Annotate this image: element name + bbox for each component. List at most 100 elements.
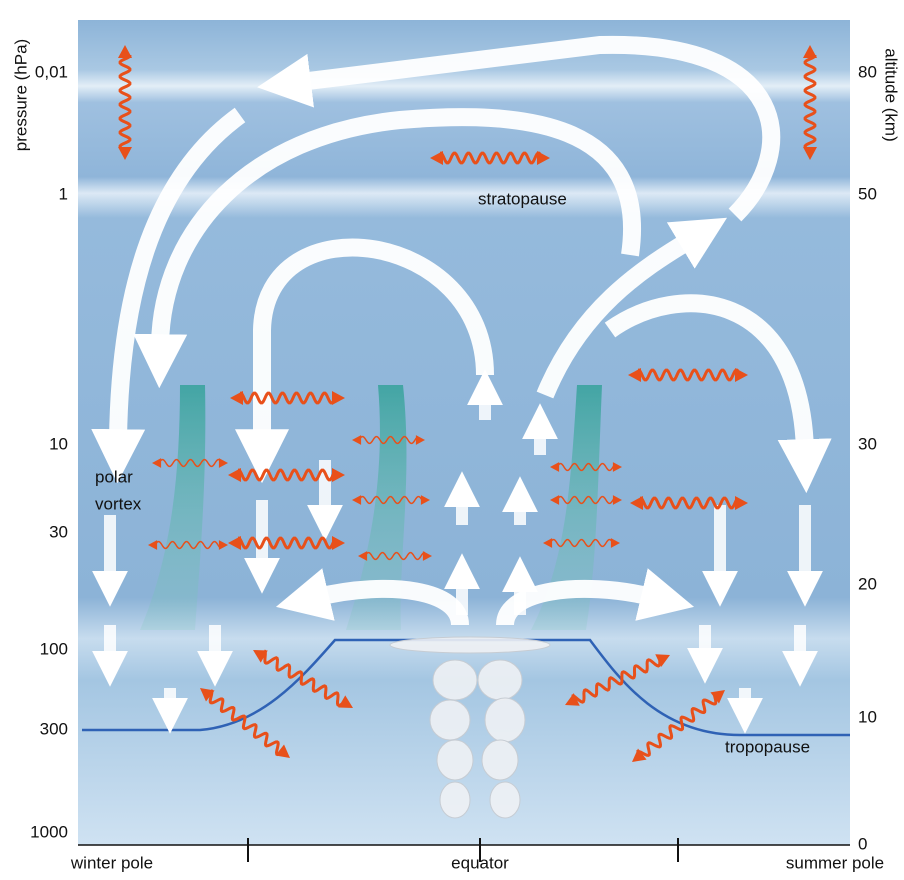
bottom-label: summer pole — [786, 853, 884, 872]
wave-arrow — [208, 689, 282, 757]
tropopause-label: tropopause — [725, 737, 810, 756]
left-tick-label: 100 — [40, 639, 68, 658]
wave-arrow-head — [218, 540, 228, 550]
wave-arrow — [439, 151, 542, 165]
wave-arrow-head — [415, 435, 425, 445]
right-tick-label: 80 — [858, 62, 877, 81]
wave-arrow-head — [420, 495, 430, 505]
cloud — [389, 636, 551, 654]
right-tick-label: 10 — [858, 707, 877, 726]
wave-band — [346, 385, 407, 630]
cloud — [477, 659, 523, 701]
wave-arrow-head — [253, 650, 268, 663]
left-tick-label: 1 — [59, 184, 68, 203]
wave-arrow — [556, 495, 616, 505]
wave-arrow — [263, 649, 345, 707]
wave-arrow-head — [612, 495, 622, 505]
cloud — [481, 739, 519, 781]
circulation-arrow — [235, 238, 494, 484]
wave-arrow-head — [118, 147, 132, 160]
left-tick-label: 1000 — [30, 822, 68, 841]
wave-arrow-head — [537, 151, 550, 165]
wave-arrow-head — [803, 147, 817, 160]
polar-vortex-label: polar — [95, 467, 133, 486]
wave-arrow — [556, 462, 616, 472]
right-tick-label: 50 — [858, 184, 877, 203]
wave-arrow — [239, 391, 337, 405]
circulation-arrow — [536, 217, 728, 399]
stratopause-label: stratopause — [478, 189, 567, 208]
wave-arrow-head — [632, 748, 647, 762]
wave-arrow — [571, 657, 662, 704]
wave-band — [140, 385, 206, 630]
circulation-arrow — [257, 35, 781, 222]
left-tick-label: 300 — [40, 719, 68, 738]
circulation-arrow — [496, 568, 695, 627]
wave-arrow-head — [200, 688, 215, 702]
wave-arrow-head — [543, 538, 553, 548]
wave-arrow-head — [118, 45, 132, 58]
wave-arrow — [636, 693, 718, 757]
cloud — [439, 781, 471, 819]
wave-arrow-head — [612, 462, 622, 472]
wave-arrow — [364, 551, 425, 561]
cloud — [429, 699, 471, 741]
wave-arrow-head — [332, 391, 345, 405]
left-tick-label: 10 — [49, 434, 68, 453]
circulation-arrow — [133, 108, 641, 389]
wave-arrow-head — [230, 391, 243, 405]
wave-arrow-head — [352, 435, 362, 445]
wave-arrow-head — [655, 654, 670, 667]
cloud — [484, 697, 526, 743]
right-tick-label: 20 — [858, 574, 877, 593]
wave-arrow-head — [565, 693, 580, 706]
right-axis-title: altitude (km) — [882, 48, 901, 142]
wave-arrow — [154, 540, 222, 550]
wave-arrow-head — [550, 495, 560, 505]
left-tick-label: 0,01 — [35, 62, 68, 81]
cloud — [432, 659, 478, 701]
wave-arrow — [118, 54, 132, 152]
wave-arrow-head — [218, 458, 228, 468]
wave-arrow — [158, 458, 222, 468]
circulation-arrow — [604, 294, 832, 494]
wave-arrow — [549, 538, 614, 548]
left-tick-label: 30 — [49, 522, 68, 541]
wave-arrow-head — [228, 468, 241, 482]
right-tick-label: 0 — [858, 834, 867, 853]
wave-arrow-head — [332, 468, 345, 482]
wave-arrow-head — [735, 368, 748, 382]
wave-arrow — [803, 54, 817, 152]
wave-arrow-head — [735, 496, 748, 510]
wave-arrow — [237, 536, 337, 550]
polar-vortex-label: vortex — [95, 494, 142, 513]
wave-arrow-head — [430, 151, 443, 165]
wave-arrow-head — [338, 695, 353, 708]
wave-arrow — [237, 468, 337, 482]
bottom-label: equator — [451, 853, 509, 872]
bottom-label: winter pole — [70, 853, 153, 872]
cloud — [489, 781, 521, 819]
wave-arrow-head — [152, 458, 162, 468]
wave-arrow-head — [422, 551, 432, 561]
wave-arrow-head — [710, 690, 725, 704]
wave-arrow — [358, 435, 419, 445]
wave-arrow-head — [148, 540, 158, 550]
wave-arrow-head — [275, 744, 290, 758]
wave-arrow-head — [630, 496, 643, 510]
right-tick-label: 30 — [858, 434, 877, 453]
wave-arrow-head — [228, 536, 241, 550]
wave-arrow-head — [610, 538, 620, 548]
wave-arrow — [358, 495, 424, 505]
wave-arrow-head — [628, 368, 641, 382]
left-axis-title: pressure (hPa) — [11, 39, 30, 151]
circulation-arrow — [91, 107, 246, 484]
wave-arrow — [639, 496, 740, 510]
wave-arrow-head — [803, 45, 817, 58]
wave-arrow-head — [332, 536, 345, 550]
tropopause-line — [82, 638, 850, 737]
wave-arrow-head — [358, 551, 368, 561]
